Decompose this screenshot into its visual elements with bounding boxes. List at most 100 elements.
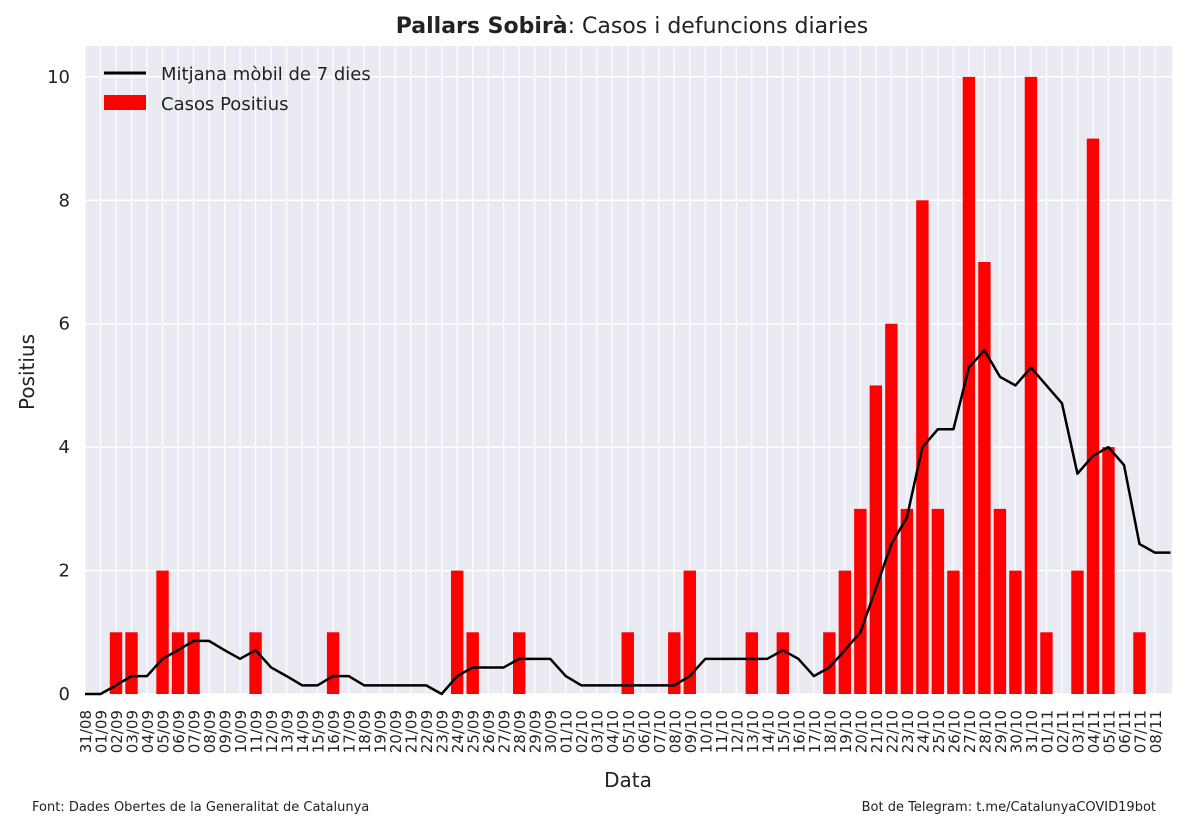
x-tick-label: 29/09 xyxy=(527,710,545,753)
x-tick-label: 31/08 xyxy=(77,710,95,753)
x-tick-label: 29/10 xyxy=(992,710,1010,753)
bar xyxy=(466,632,479,694)
bar xyxy=(171,632,185,694)
x-tick-label: 26/10 xyxy=(945,710,963,753)
bar xyxy=(450,570,464,694)
grid xyxy=(84,46,1172,695)
x-tick-label: 19/09 xyxy=(372,710,390,753)
x-tick-label: 07/11 xyxy=(1131,710,1149,753)
x-tick-label: 16/10 xyxy=(790,710,808,753)
x-tick-label: 09/10 xyxy=(682,710,700,753)
bar xyxy=(1133,632,1146,694)
bar xyxy=(1086,138,1100,695)
y-tick-label: 4 xyxy=(59,437,70,458)
y-tick-label: 8 xyxy=(59,190,70,211)
bar xyxy=(993,508,1007,694)
x-tick-label: 19/10 xyxy=(837,710,855,753)
bar xyxy=(109,632,123,694)
x-tick-label: 12/09 xyxy=(263,710,281,753)
x-tick-label: 02/09 xyxy=(108,710,126,753)
x-tick-label: 07/09 xyxy=(186,710,204,753)
x-tick-label: 22/09 xyxy=(418,710,436,753)
x-tick-label: 10/09 xyxy=(232,710,250,753)
x-tick-label: 13/10 xyxy=(744,710,762,753)
x-tick-label: 06/09 xyxy=(170,710,188,753)
bar xyxy=(513,632,526,694)
bar xyxy=(621,632,634,694)
footer-bot: Bot de Telegram: t.me/CatalunyaCOVID19bo… xyxy=(861,800,1156,815)
bar xyxy=(326,632,340,694)
bar xyxy=(885,323,898,694)
bar xyxy=(776,632,790,694)
x-tick-label: 25/10 xyxy=(930,710,948,753)
bar xyxy=(1040,632,1053,694)
bar xyxy=(823,632,836,694)
bar xyxy=(249,632,262,694)
bar xyxy=(683,570,696,694)
footer-source: Font: Dades Obertes de la Generalitat de… xyxy=(32,800,370,815)
x-tick-label: 11/10 xyxy=(713,710,731,753)
bar xyxy=(125,632,138,694)
x-tick-label: 15/10 xyxy=(775,710,793,753)
x-tick-label: 14/10 xyxy=(759,710,777,753)
x-tick-label: 22/10 xyxy=(883,710,901,753)
x-tick-label: 25/09 xyxy=(465,710,483,753)
x-tick-label: 09/09 xyxy=(217,710,235,753)
x-tick-label: 12/10 xyxy=(728,710,746,753)
x-tick-label: 13/09 xyxy=(279,710,297,753)
bar xyxy=(854,508,867,694)
x-tick-label: 02/11 xyxy=(1054,710,1072,753)
y-axis-label: Positius xyxy=(15,334,39,410)
x-tick-label: 05/10 xyxy=(620,710,638,753)
legend-bar-swatch xyxy=(104,95,146,110)
y-tick-labels: 0 2 4 6 8 10 xyxy=(47,67,70,705)
x-tick-label: 08/10 xyxy=(666,710,684,753)
x-tick-label: 24/09 xyxy=(449,710,467,753)
x-tick-label: 04/09 xyxy=(139,710,157,753)
plot-area xyxy=(85,46,1172,694)
x-tick-label: 07/10 xyxy=(651,710,669,753)
bar xyxy=(869,385,883,694)
x-tick-label: 30/10 xyxy=(1007,710,1025,753)
chart-title-rest: : Casos i defuncions diaries xyxy=(568,14,869,39)
x-tick-label: 28/10 xyxy=(976,710,994,753)
bar xyxy=(745,632,759,694)
x-tick-label: 23/10 xyxy=(899,710,917,753)
x-tick-label: 11/09 xyxy=(248,710,266,753)
x-tick-labels: 31/0801/0902/0903/0904/0905/0906/0907/09… xyxy=(77,710,1165,753)
bar xyxy=(668,632,681,694)
y-tick-label: 2 xyxy=(59,561,70,582)
bar xyxy=(978,262,991,694)
x-tick-label: 24/10 xyxy=(914,710,932,753)
x-tick-label: 16/09 xyxy=(325,710,343,753)
bar xyxy=(1102,447,1115,694)
x-tick-label: 30/09 xyxy=(542,710,560,753)
x-tick-label: 06/11 xyxy=(1116,710,1134,753)
x-tick-label: 03/11 xyxy=(1069,710,1087,753)
x-tick-label: 05/09 xyxy=(155,710,173,753)
x-tick-label: 23/09 xyxy=(434,710,452,753)
bar xyxy=(1024,76,1038,695)
x-tick-label: 14/09 xyxy=(294,710,312,753)
x-tick-label: 06/10 xyxy=(635,710,653,753)
bar xyxy=(187,632,200,694)
bar xyxy=(931,508,945,694)
bar xyxy=(962,76,976,695)
bar xyxy=(900,508,914,694)
y-tick-label: 0 xyxy=(59,684,70,705)
bar xyxy=(1009,570,1022,694)
x-tick-label: 08/09 xyxy=(201,710,219,753)
x-axis-label: Data xyxy=(604,768,652,792)
x-tick-label: 10/10 xyxy=(697,710,715,753)
x-tick-label: 20/09 xyxy=(387,710,405,753)
x-tick-label: 17/10 xyxy=(806,710,824,753)
bar xyxy=(947,570,960,694)
bars xyxy=(109,76,1146,695)
x-tick-label: 03/09 xyxy=(124,710,142,753)
y-tick-label: 10 xyxy=(47,67,70,88)
x-tick-label: 08/11 xyxy=(1147,710,1165,753)
legend-label-average: Mitjana mòbil de 7 dies xyxy=(161,64,371,85)
x-tick-label: 18/10 xyxy=(821,710,839,753)
x-tick-label: 01/11 xyxy=(1038,710,1056,753)
